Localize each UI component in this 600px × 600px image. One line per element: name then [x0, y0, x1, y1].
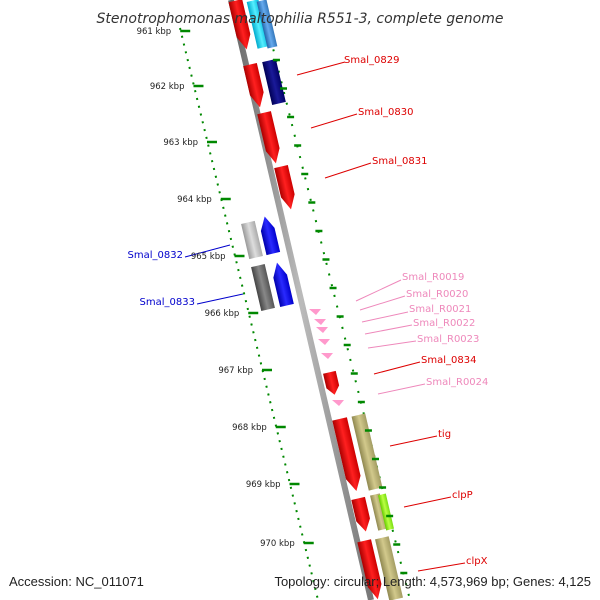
label-leader-line — [310, 113, 358, 129]
axis-kbp-label: 964 kbp — [177, 195, 212, 205]
label-leader-line — [359, 295, 406, 311]
gene-label[interactable]: Smal_0831 — [372, 156, 427, 167]
axis-kbp-label: 968 kbp — [232, 423, 267, 433]
label-leader-line — [373, 361, 421, 375]
axis-kbp-labels: 961 kbp 962 kbp 963 kbp 964 kbp 965 kbp 966 k… — [137, 27, 295, 549]
gene-label[interactable]: Smal_0834 — [421, 355, 476, 366]
gene-label[interactable]: Smal_R0022 — [413, 318, 475, 329]
gene-label[interactable]: clpX — [466, 556, 488, 567]
axis-kbp-label: 967 kbp — [218, 366, 253, 376]
label-leaders — [184, 61, 466, 572]
label-leader-line — [403, 496, 452, 508]
axis-kbp-label: 970 kbp — [260, 539, 295, 549]
topology-summary: Topology: circular; Length: 4,573,969 bp… — [274, 574, 591, 589]
gene-label[interactable]: Smal_R0019 — [402, 272, 464, 283]
accession-text: Accession: NC_011071 — [9, 574, 144, 589]
gene-feature — [323, 370, 340, 395]
label-leader-line — [196, 293, 244, 305]
map-title: Stenotrophomonas maltophilia R551-3, com… — [97, 11, 504, 27]
gene-feature — [243, 62, 264, 108]
gene-feature — [262, 58, 286, 106]
gene-label[interactable]: Smal_0832 — [128, 250, 183, 261]
gene-label[interactable]: Smal_R0020 — [406, 289, 468, 300]
gene-label[interactable]: Smal_0830 — [358, 107, 413, 118]
rna-feature — [309, 309, 321, 315]
axis-kbp-label: 961 kbp — [137, 27, 172, 37]
label-leader-line — [184, 244, 231, 258]
gene-labels: Smal_0829 Smal_0830 Smal_0831 Smal_0832 Smal… — [128, 55, 489, 567]
gene-label[interactable]: Smal_R0023 — [417, 334, 479, 345]
axis-kbp-label: 962 kbp — [150, 82, 185, 92]
label-leader-line — [361, 311, 409, 323]
label-leader-line — [324, 162, 372, 179]
gene-feature — [228, 0, 251, 50]
gene-feature — [370, 493, 388, 531]
label-leader-line — [296, 61, 346, 76]
rna-feature — [314, 319, 326, 325]
gene-label[interactable]: tig — [438, 429, 451, 440]
rna-feature — [318, 339, 330, 345]
axis-kbp-label: 965 kbp — [191, 252, 226, 262]
gene-feature — [351, 496, 370, 532]
gene-feature — [274, 164, 295, 210]
gene-feature — [351, 413, 383, 491]
axis-kbp-label: 969 kbp — [246, 480, 281, 490]
label-leader-line — [389, 435, 438, 447]
label-leader-line — [417, 562, 466, 572]
rna-feature — [316, 327, 328, 333]
axis-kbp-label: 966 kbp — [205, 309, 240, 319]
gene-label[interactable]: Smal_0833 — [140, 297, 195, 308]
axis-kbp-label: 963 kbp — [163, 138, 198, 148]
rna-feature — [332, 400, 344, 406]
gene-feature — [241, 220, 263, 260]
gene-feature — [273, 262, 294, 308]
gene-feature — [260, 216, 281, 256]
label-leader-line — [367, 340, 417, 349]
gene-feature — [378, 493, 394, 531]
gene-feature — [332, 417, 361, 492]
gene-feature — [256, 0, 278, 49]
gene-label[interactable]: Smal_R0024 — [426, 377, 488, 388]
label-leader-line — [377, 383, 426, 395]
gene-feature — [257, 111, 280, 164]
gene-feature — [251, 263, 275, 312]
rna-feature — [321, 353, 333, 359]
gene-label[interactable]: clpP — [452, 490, 473, 501]
gene-label[interactable]: Smal_R0021 — [409, 304, 471, 315]
gene-feature — [357, 539, 382, 600]
gene-label[interactable]: Smal_0829 — [344, 55, 399, 66]
gene-feature — [375, 536, 403, 600]
label-leader-line — [355, 279, 402, 302]
axis-ticks — [180, 29, 408, 575]
gene-features — [228, 0, 403, 600]
label-leader-line — [364, 324, 413, 335]
gene-feature — [246, 0, 270, 49]
